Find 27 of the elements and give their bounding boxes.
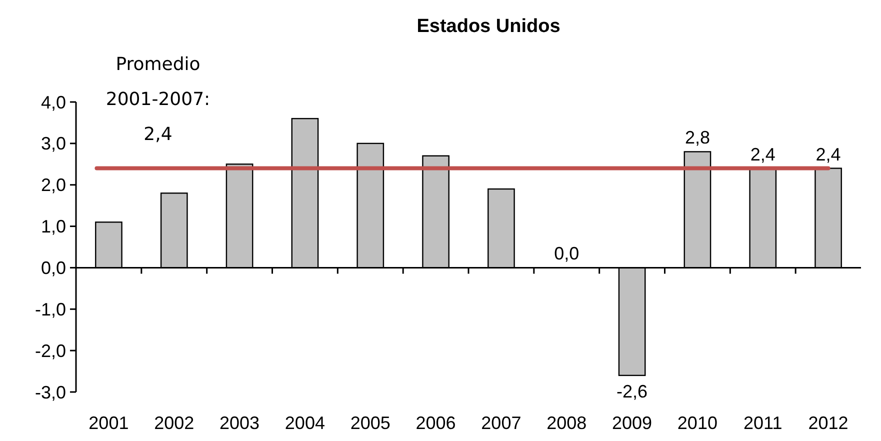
data-label: 2,4 xyxy=(750,144,776,164)
y-tick-label: 3,0 xyxy=(40,134,66,154)
x-tick-label: 2007 xyxy=(481,413,522,433)
x-tick-label: 2011 xyxy=(744,413,782,433)
x-tick-label: 2002 xyxy=(154,413,194,433)
data-label: 2,8 xyxy=(684,128,710,148)
x-tick-label: 2006 xyxy=(416,413,456,433)
x-tick-label: 2001 xyxy=(88,413,129,433)
y-tick-label: -1,0 xyxy=(34,299,66,320)
data-label: 2,4 xyxy=(816,144,841,164)
x-tick-label: 2012 xyxy=(808,413,848,433)
x-tick-label: 2010 xyxy=(677,413,718,433)
x-tick-label: 2008 xyxy=(546,413,587,433)
ref-line-label: Promedio 2001-2007: 2,4 xyxy=(106,54,210,145)
y-tick-label: 0,0 xyxy=(40,258,66,278)
y-tick-label: -2,0 xyxy=(34,340,66,361)
chart-title: Estados Unidos xyxy=(416,16,560,37)
y-tick-label: 4,0 xyxy=(40,92,66,112)
data-label: -2,6 xyxy=(616,381,648,402)
x-tick-label: 2004 xyxy=(284,413,325,433)
x-tick-label: 2003 xyxy=(220,413,260,433)
data-label: 0,0 xyxy=(554,244,580,264)
y-tick-label: 2,0 xyxy=(40,175,66,196)
x-tick-label: 2005 xyxy=(350,413,390,433)
y-tick-label: -3,0 xyxy=(34,382,66,402)
y-tick-label: 1,0 xyxy=(40,216,66,237)
x-tick-label: 2009 xyxy=(612,413,652,433)
